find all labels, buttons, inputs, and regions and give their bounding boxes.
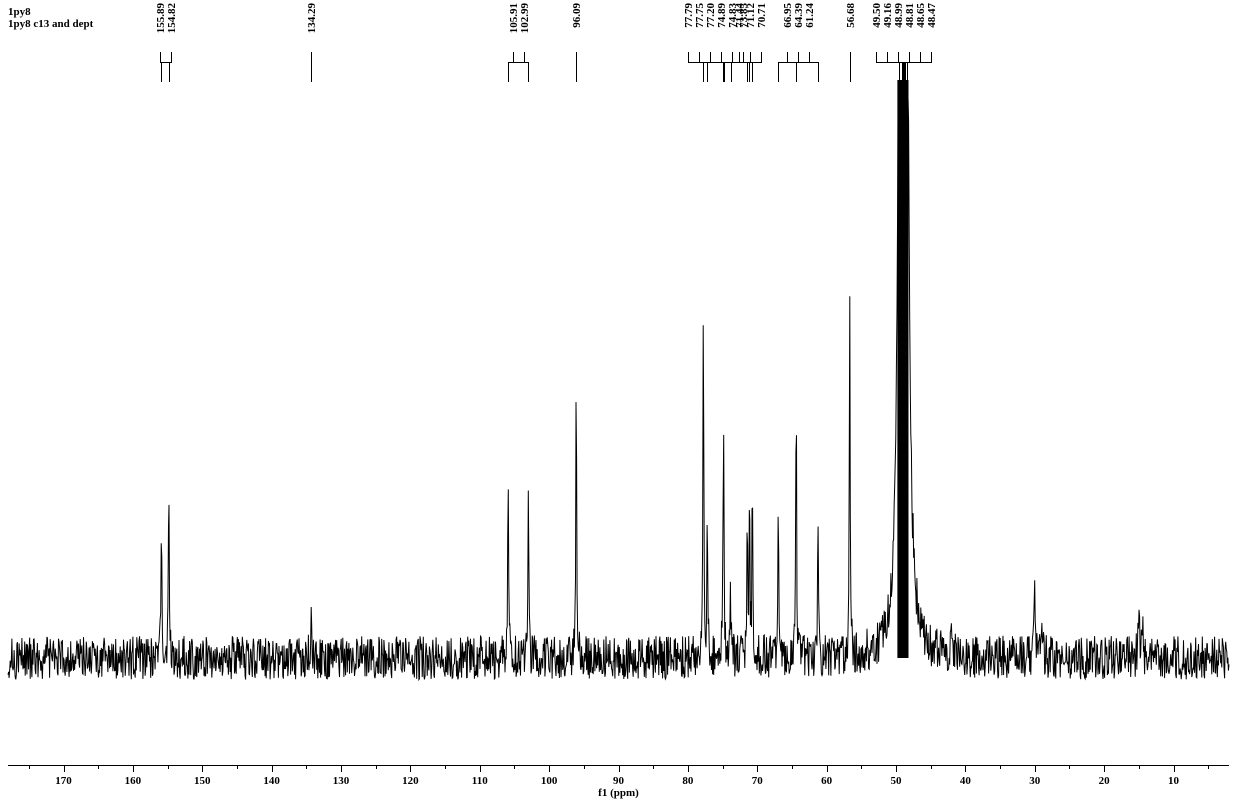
- axis-tick-label: 130: [333, 775, 350, 787]
- axis-tick-label: 120: [402, 775, 419, 787]
- axis-tick-label: 100: [541, 775, 558, 787]
- axis-tick-label: 140: [263, 775, 280, 787]
- axis-tick-label: 60: [821, 775, 832, 787]
- nmr-spectrum: [0, 0, 1239, 809]
- axis-title: f1 (ppm): [598, 787, 639, 799]
- axis-tick-label: 90: [613, 775, 624, 787]
- axis-tick-label: 70: [752, 775, 763, 787]
- axis-tick-label: 80: [682, 775, 693, 787]
- axis-tick-label: 110: [472, 775, 488, 787]
- axis-tick-label: 150: [194, 775, 211, 787]
- axis-tick-label: 30: [1029, 775, 1040, 787]
- axis-tick-label: 170: [55, 775, 72, 787]
- axis-tick-label: 20: [1099, 775, 1110, 787]
- axis-tick-label: 160: [125, 775, 142, 787]
- axis-tick-label: 50: [891, 775, 902, 787]
- axis-tick-label: 40: [960, 775, 971, 787]
- axis-tick-label: 10: [1168, 775, 1179, 787]
